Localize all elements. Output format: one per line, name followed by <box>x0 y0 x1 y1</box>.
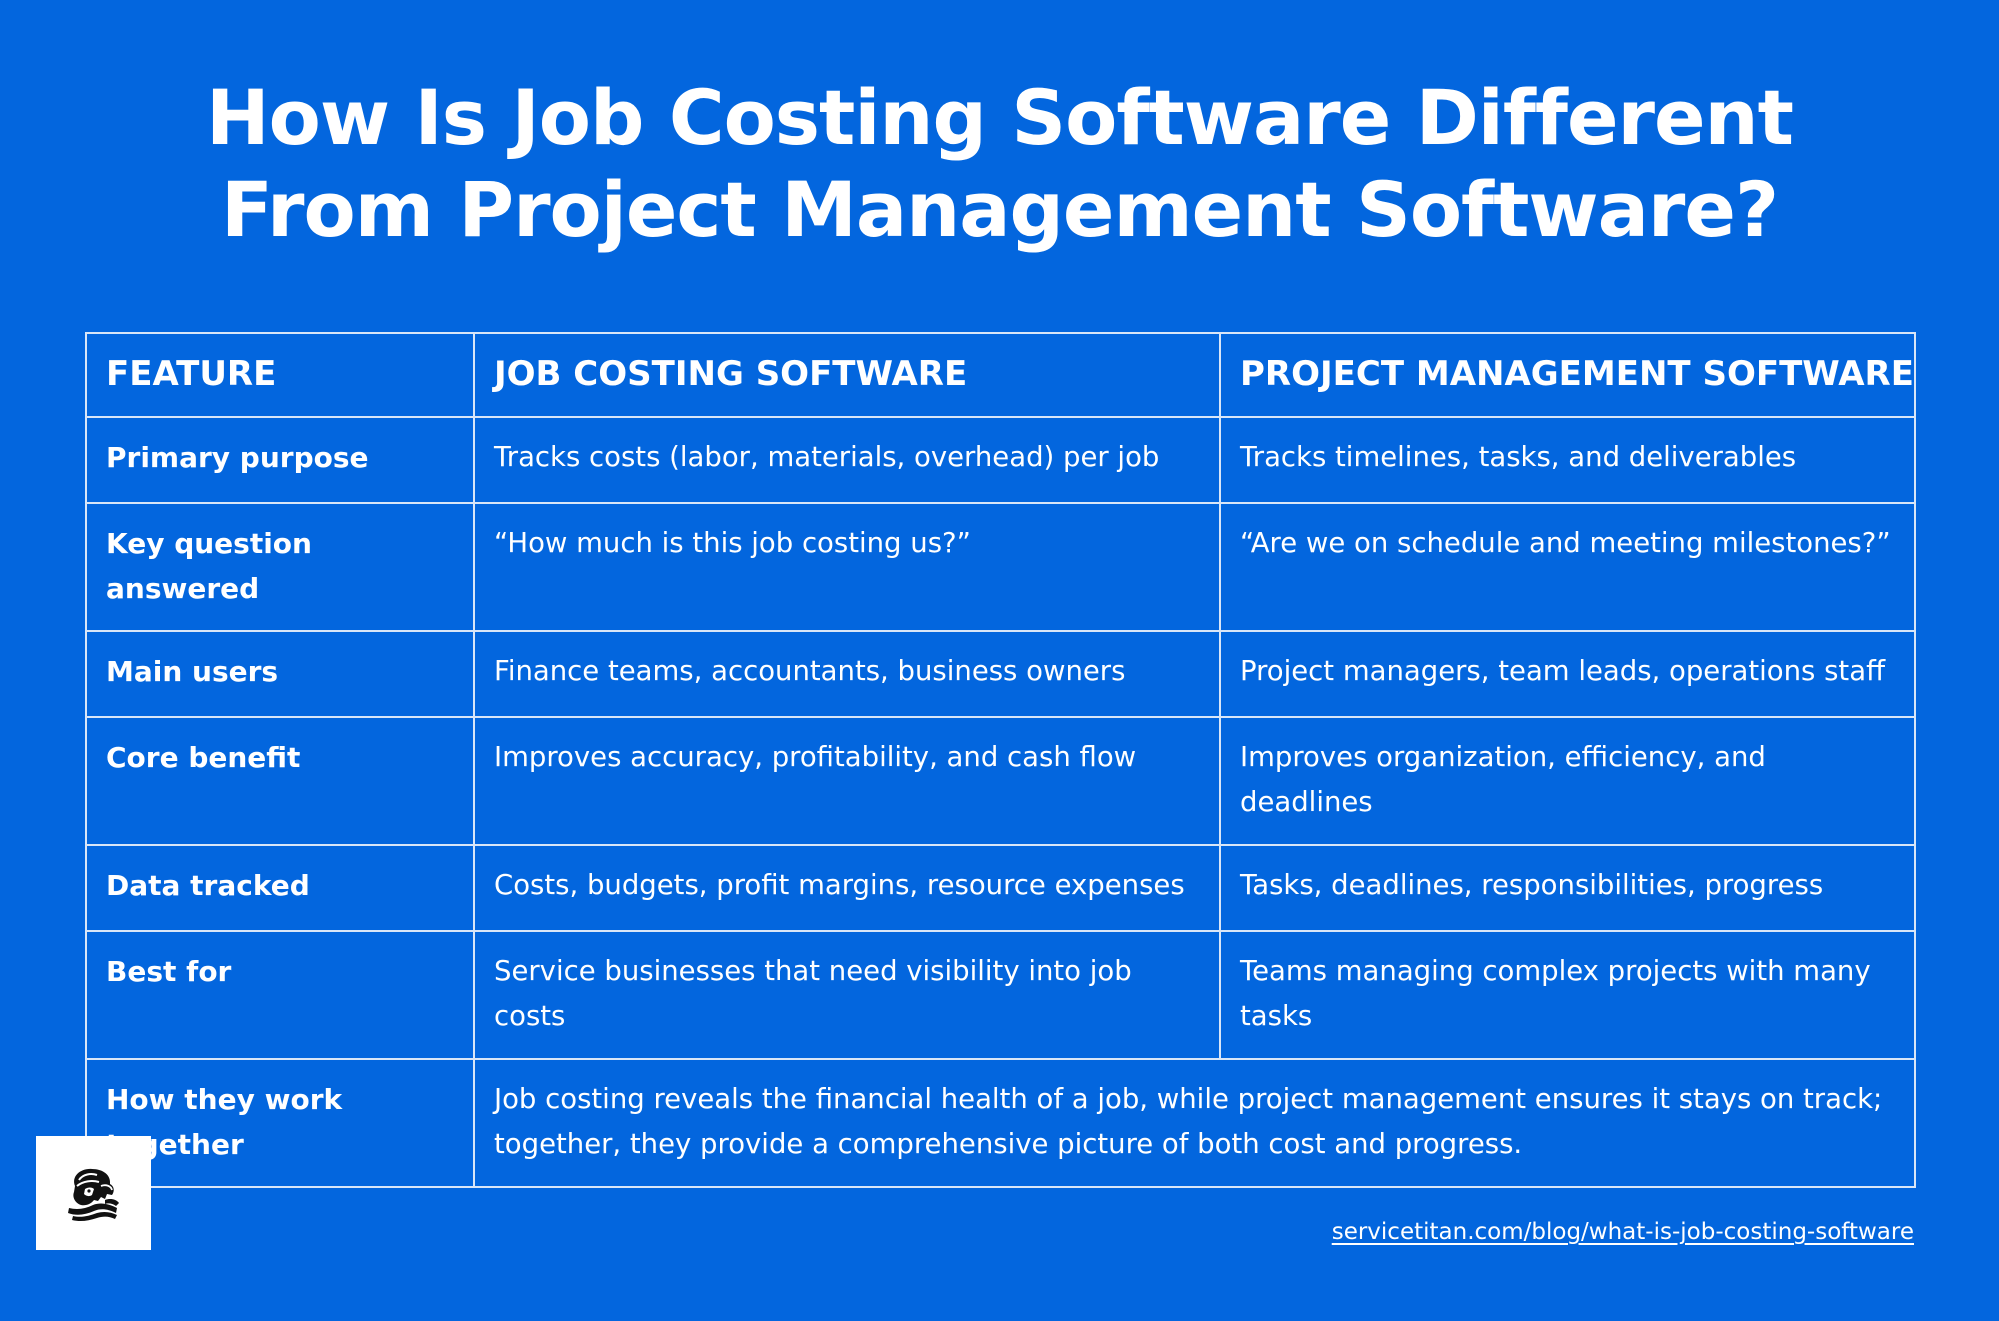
job-costing-cell: Improves accuracy, profitability, and ca… <box>473 716 1221 846</box>
project-management-cell: Teams managing complex projects with man… <box>1219 930 1916 1060</box>
combined-cell: Job costing reveals the financial health… <box>473 1058 1916 1188</box>
titan-head-icon <box>68 1168 119 1222</box>
job-costing-cell: “How much is this job costing us?” <box>473 502 1221 632</box>
job-costing-cell: Tracks costs (labor, materials, overhead… <box>473 416 1221 504</box>
source-link[interactable]: servicetitan.com/blog/what-is-job-costin… <box>1331 1219 1914 1245</box>
project-management-cell: Tracks timelines, tasks, and deliverable… <box>1219 416 1916 504</box>
job-costing-cell: Finance teams, accountants, business own… <box>473 630 1221 718</box>
feature-cell: Data tracked <box>85 844 475 932</box>
table-header-row: FEATURE JOB COSTING SOFTWARE PROJECT MAN… <box>85 332 1916 418</box>
table-row: Key question answered “How much is this … <box>85 502 1916 632</box>
table-row: Primary purpose Tracks costs (labor, mat… <box>85 416 1916 504</box>
title-line-2: From Project Management Software? <box>220 165 1779 254</box>
job-costing-cell: Costs, budgets, profit margins, resource… <box>473 844 1221 932</box>
header-feature: FEATURE <box>85 332 475 418</box>
table-row: Data tracked Costs, budgets, profit marg… <box>85 844 1916 932</box>
feature-cell: Primary purpose <box>85 416 475 504</box>
table-row-combined: How they work together Job costing revea… <box>85 1058 1916 1188</box>
table-row: Core benefit Improves accuracy, profitab… <box>85 716 1916 846</box>
project-management-cell: Project managers, team leads, operations… <box>1219 630 1916 718</box>
page-title: How Is Job Costing Software Different Fr… <box>0 72 1999 256</box>
job-costing-cell: Service businesses that need visibility … <box>473 930 1221 1060</box>
comparison-table: FEATURE JOB COSTING SOFTWARE PROJECT MAN… <box>85 332 1916 1188</box>
header-job-costing: JOB COSTING SOFTWARE <box>473 332 1221 418</box>
project-management-cell: “Are we on schedule and meeting mileston… <box>1219 502 1916 632</box>
feature-cell: Core benefit <box>85 716 475 846</box>
feature-cell: Main users <box>85 630 475 718</box>
project-management-cell: Tasks, deadlines, responsibilities, prog… <box>1219 844 1916 932</box>
project-management-cell: Improves organization, efficiency, and d… <box>1219 716 1916 846</box>
feature-cell: Key question answered <box>85 502 475 632</box>
feature-cell: Best for <box>85 930 475 1060</box>
brand-logo <box>36 1136 151 1250</box>
title-line-1: How Is Job Costing Software Different <box>206 73 1794 162</box>
header-project-management: PROJECT MANAGEMENT SOFTWARE <box>1219 332 1916 418</box>
table-row: Main users Finance teams, accountants, b… <box>85 630 1916 718</box>
table-row: Best for Service businesses that need vi… <box>85 930 1916 1060</box>
